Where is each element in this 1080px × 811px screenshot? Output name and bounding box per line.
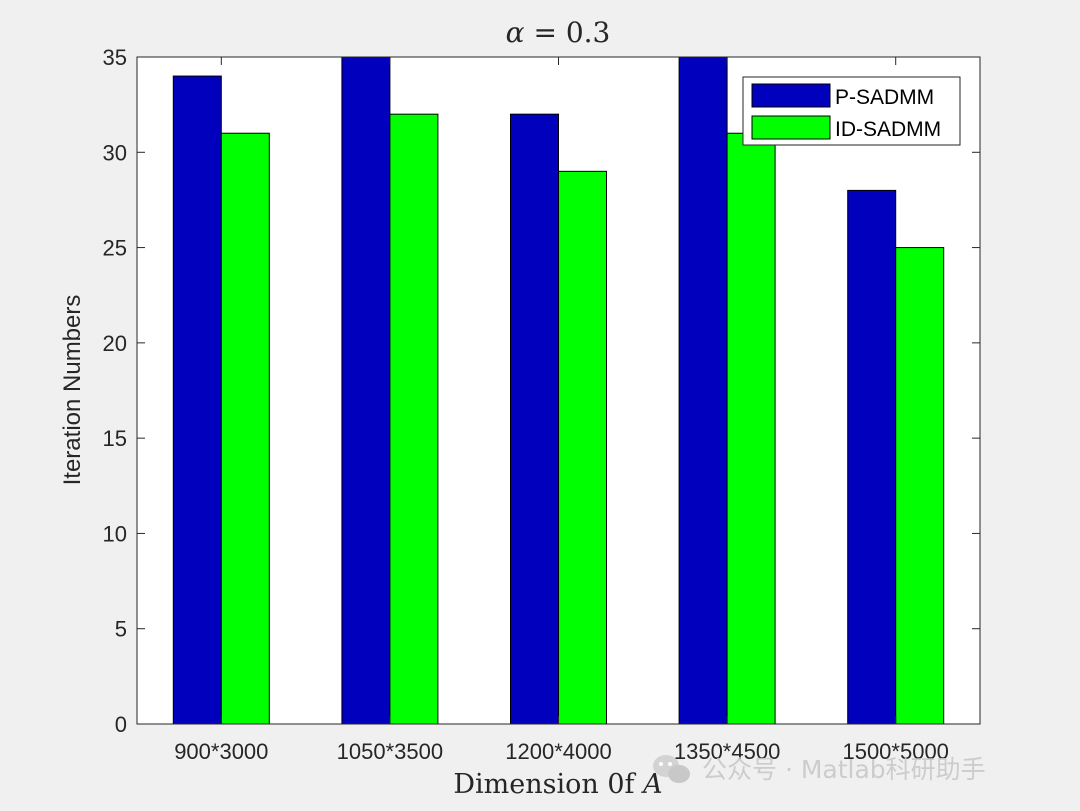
x-tick-label-1200-4000: 1200*4000 — [505, 739, 611, 764]
x-tick-label-1350-4500: 1350*4500 — [674, 739, 780, 764]
bars-group — [172, 56, 945, 725]
x-axis-label: Dimension 0f A — [453, 769, 662, 800]
axes-group: 0 5 10 15 20 25 30 35 900*3000 1050*3500 1200*4000… — [103, 45, 981, 764]
bar-id-sadmm-900-3000 — [220, 132, 270, 725]
bar-p-sadmm-900-3000 — [172, 75, 222, 725]
bar-p-sadmm-1050-3500 — [341, 56, 391, 725]
y-tick-label: 0 — [115, 712, 127, 737]
x-tick-label-1500-5000: 1500*5000 — [842, 739, 948, 764]
bar-id-sadmm-1050-3500 — [389, 113, 439, 725]
legend-label-p-sadmm: P-SADMM — [835, 86, 934, 109]
y-tick-label: 25 — [103, 236, 127, 261]
watermark: 公众号 · Matlab科研助手 — [653, 755, 986, 784]
chart-title: α = 0.3 — [506, 16, 611, 49]
wechat-icon — [653, 755, 690, 783]
bar-id-sadmm-1200-4000 — [558, 170, 607, 725]
watermark-text: 公众号 · Matlab科研助手 — [702, 755, 986, 784]
x-axis-label-variable: A — [640, 769, 663, 800]
bar-id-sadmm-1350-4500 — [726, 132, 776, 725]
bar-p-sadmm-1500-5000 — [847, 189, 897, 725]
chart-title-variable: α — [506, 16, 525, 49]
x-tick-label-900-3000: 900*3000 — [174, 739, 268, 764]
x-tick-label-1050-3500: 1050*3500 — [337, 739, 443, 764]
legend-swatch-p-sadmm — [751, 83, 831, 108]
bar-p-sadmm-1350-4500 — [678, 56, 728, 725]
y-tick-label: 10 — [103, 521, 127, 546]
legend-swatch-id-sadmm — [751, 115, 831, 140]
y-axis-label: Iteration Numbers — [59, 295, 86, 486]
legend-label-id-sadmm: ID-SADMM — [835, 118, 941, 141]
y-tick-label: 5 — [115, 617, 127, 642]
legend: P-SADMM ID-SADMM — [742, 76, 961, 146]
bar-id-sadmm-1500-5000 — [895, 247, 945, 725]
y-tick-label: 15 — [103, 426, 127, 451]
y-tick-label: 35 — [103, 45, 127, 70]
bar-p-sadmm-1200-4000 — [510, 113, 559, 725]
chart-title-rest: = 0.3 — [525, 16, 611, 49]
x-axis-label-text: Dimension 0f — [453, 769, 643, 800]
y-tick-label: 20 — [103, 331, 127, 356]
y-tick-label: 30 — [103, 140, 127, 165]
